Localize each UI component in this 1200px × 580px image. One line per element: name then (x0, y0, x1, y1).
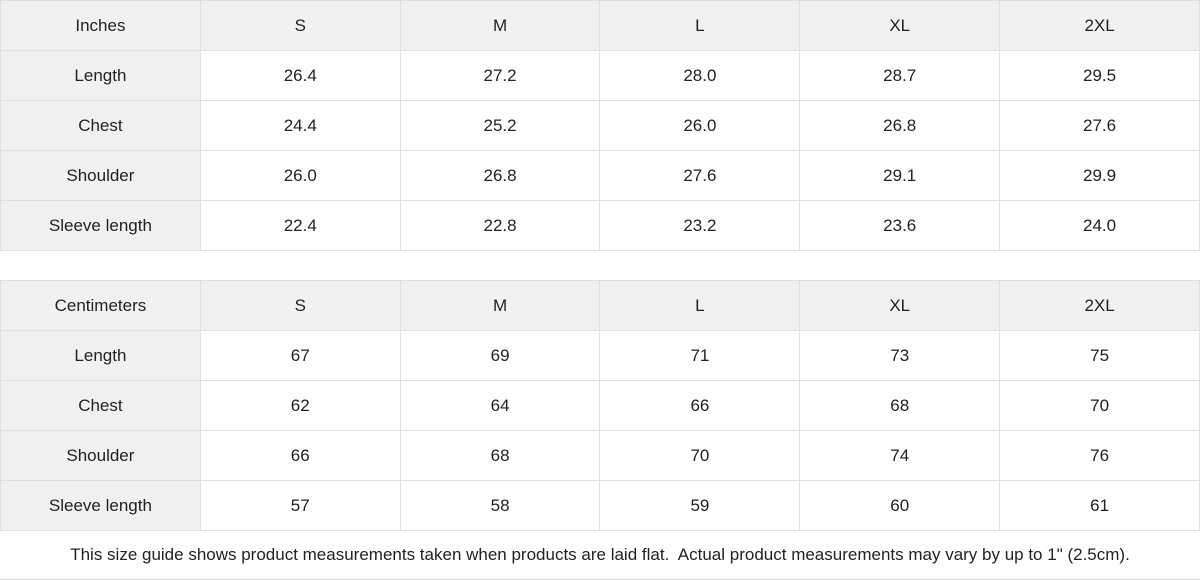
measurement-cell: 61 (999, 480, 1200, 531)
measurement-cell: 26.0 (199, 150, 401, 201)
inches-row-shoulder: Shoulder 26.0 26.8 27.6 29.1 29.9 (0, 150, 1200, 201)
measurement-cell: 23.2 (599, 200, 801, 251)
measurement-cell: 28.0 (599, 50, 801, 101)
measurement-cell: 58 (399, 480, 601, 531)
measurement-cell: 64 (399, 380, 601, 431)
inches-size-header-s: S (199, 0, 401, 51)
centimeters-table: Centimeters S M L XL 2XL Length 67 69 71… (0, 280, 1200, 531)
footer-note: This size guide shows product measuremen… (0, 531, 1200, 580)
inches-size-header-l: L (599, 0, 801, 51)
measurement-cell: 62 (199, 380, 401, 431)
measurement-cell: 22.8 (399, 200, 601, 251)
inches-table: Inches S M L XL 2XL Length 26.4 27.2 28.… (0, 0, 1200, 251)
measurement-cell: 66 (199, 430, 401, 481)
measurement-cell: 76 (999, 430, 1200, 481)
cm-size-header-s: S (199, 280, 401, 331)
measurement-cell: 73 (799, 330, 1001, 381)
measurement-cell: 27.2 (399, 50, 601, 101)
cm-row-sleeve-length: Sleeve length 57 58 59 60 61 (0, 480, 1200, 531)
row-label: Shoulder (0, 430, 201, 481)
cm-size-header-m: M (399, 280, 601, 331)
measurement-cell: 60 (799, 480, 1001, 531)
inches-size-header-2xl: 2XL (999, 0, 1200, 51)
row-label: Chest (0, 380, 201, 431)
measurement-cell: 24.4 (199, 100, 401, 151)
row-label: Sleeve length (0, 200, 201, 251)
row-label: Chest (0, 100, 201, 151)
measurement-cell: 26.8 (799, 100, 1001, 151)
measurement-cell: 25.2 (399, 100, 601, 151)
measurement-cell: 70 (599, 430, 801, 481)
measurement-cell: 57 (199, 480, 401, 531)
measurement-cell: 75 (999, 330, 1200, 381)
centimeters-header-row: Centimeters S M L XL 2XL (0, 280, 1200, 331)
measurement-cell: 59 (599, 480, 801, 531)
inches-header-row: Inches S M L XL 2XL (0, 0, 1200, 51)
row-label: Length (0, 50, 201, 101)
measurement-cell: 26.0 (599, 100, 801, 151)
measurement-cell: 27.6 (999, 100, 1200, 151)
measurement-cell: 71 (599, 330, 801, 381)
cm-size-header-xl: XL (799, 280, 1001, 331)
measurement-cell: 28.7 (799, 50, 1001, 101)
measurement-cell: 67 (199, 330, 401, 381)
measurement-cell: 24.0 (999, 200, 1200, 251)
cm-row-shoulder: Shoulder 66 68 70 74 76 (0, 430, 1200, 481)
measurement-cell: 66 (599, 380, 801, 431)
row-label: Shoulder (0, 150, 201, 201)
row-label: Sleeve length (0, 480, 201, 531)
inches-unit-header: Inches (0, 0, 201, 51)
cm-size-header-l: L (599, 280, 801, 331)
measurement-cell: 23.6 (799, 200, 1001, 251)
inches-row-length: Length 26.4 27.2 28.0 28.7 29.5 (0, 50, 1200, 101)
inches-row-chest: Chest 24.4 25.2 26.0 26.8 27.6 (0, 100, 1200, 151)
measurement-cell: 68 (399, 430, 601, 481)
inches-size-header-xl: XL (799, 0, 1001, 51)
inches-size-header-m: M (399, 0, 601, 51)
inches-row-sleeve-length: Sleeve length 22.4 22.8 23.2 23.6 24.0 (0, 200, 1200, 251)
measurement-cell: 74 (799, 430, 1001, 481)
centimeters-unit-header: Centimeters (0, 280, 201, 331)
measurement-cell: 69 (399, 330, 601, 381)
measurement-cell: 26.4 (199, 50, 401, 101)
cm-row-length: Length 67 69 71 73 75 (0, 330, 1200, 381)
cm-row-chest: Chest 62 64 66 68 70 (0, 380, 1200, 431)
measurement-cell: 22.4 (199, 200, 401, 251)
measurement-cell: 68 (799, 380, 1001, 431)
measurement-cell: 29.1 (799, 150, 1001, 201)
measurement-cell: 70 (999, 380, 1200, 431)
measurement-cell: 29.5 (999, 50, 1200, 101)
measurement-cell: 26.8 (399, 150, 601, 201)
row-label: Length (0, 330, 201, 381)
measurement-cell: 27.6 (599, 150, 801, 201)
section-gap (0, 251, 1200, 280)
measurement-cell: 29.9 (999, 150, 1200, 201)
cm-size-header-2xl: 2XL (999, 280, 1200, 331)
